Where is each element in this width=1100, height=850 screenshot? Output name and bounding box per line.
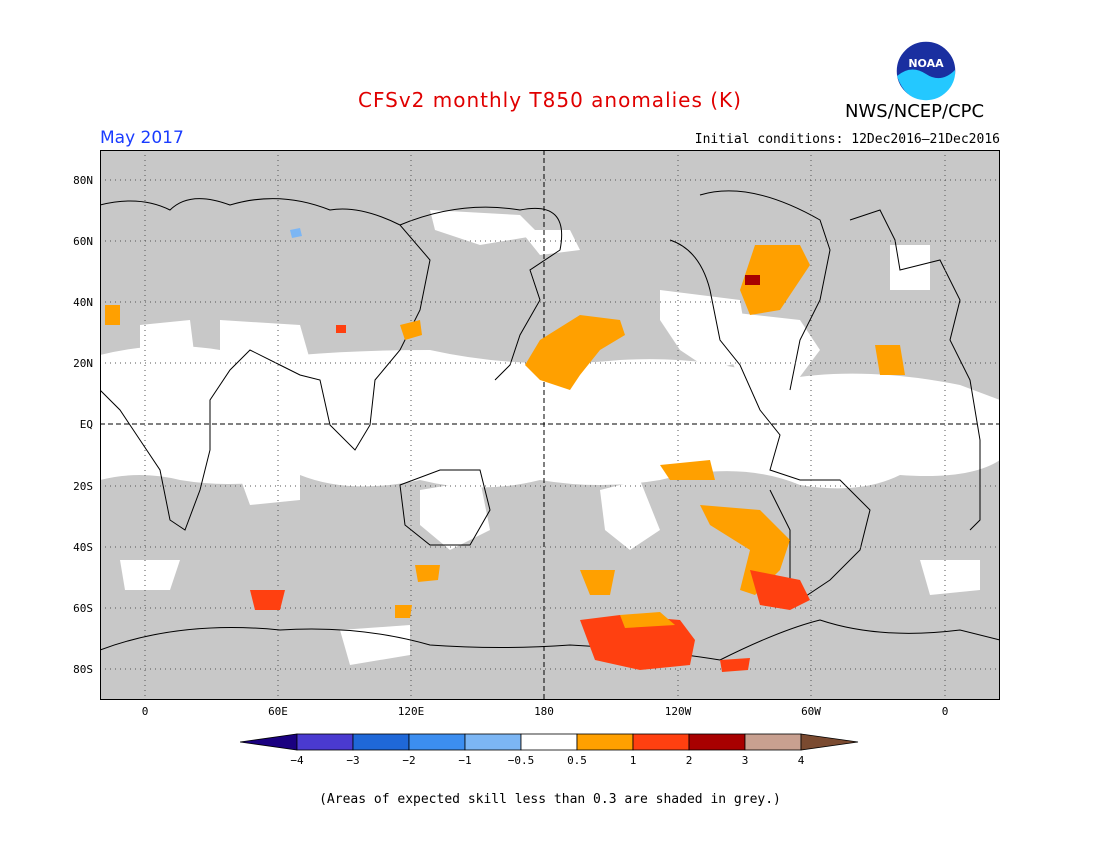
lon-label: 0 xyxy=(141,705,149,718)
colorbar-label: 3 xyxy=(741,754,749,767)
colorbar-bin xyxy=(576,733,634,751)
equator-dateline xyxy=(100,150,1000,700)
coastlines xyxy=(100,190,1000,661)
white-regions xyxy=(100,210,1000,665)
lon-label: 60W xyxy=(801,705,821,718)
skill-note: (Areas of expected skill less than 0.3 a… xyxy=(319,792,781,807)
lon-label: 180 xyxy=(534,705,554,718)
lat-label: 40S xyxy=(73,541,93,554)
anomaly-patches xyxy=(105,228,905,672)
colorbar-arrow-left xyxy=(240,733,298,751)
colorbar-bin xyxy=(632,733,690,751)
colorbar-label: 0.5 xyxy=(567,754,587,767)
lon-label: 0 xyxy=(941,705,949,718)
lat-label: 20N xyxy=(73,357,93,370)
lon-label: 60E xyxy=(268,705,288,718)
colorbar xyxy=(240,733,859,751)
colorbar-label: −4 xyxy=(290,754,304,767)
anomaly-map xyxy=(100,150,1000,700)
colorbar-label: −1 xyxy=(458,754,472,767)
colorbar-bin xyxy=(408,733,466,751)
lon-label: 120E xyxy=(397,705,425,718)
lat-label: 60S xyxy=(73,602,93,615)
lat-label: 40N xyxy=(73,296,93,309)
colorbar-label: −3 xyxy=(346,754,360,767)
colorbar-bin xyxy=(688,733,746,751)
colorbar-label: −2 xyxy=(402,754,416,767)
lat-label: 80N xyxy=(73,174,93,187)
agency-label: NWS/NCEP/CPC xyxy=(845,101,985,122)
colorbar-bin xyxy=(296,733,354,751)
colorbar-bin xyxy=(464,733,522,751)
initial-conditions: Initial conditions: 12Dec2016–21Dec2016 xyxy=(694,132,1000,147)
colorbar-label: 4 xyxy=(797,754,805,767)
map-title: CFSv2 monthly T850 anomalies (K) xyxy=(358,88,742,112)
colorbar-bin xyxy=(520,733,578,751)
logo-text: NOAA xyxy=(908,57,944,70)
graticule xyxy=(100,150,1000,700)
lat-label: 60N xyxy=(73,235,93,248)
colorbar-arrow-right xyxy=(800,733,859,751)
colorbar-bin xyxy=(352,733,410,751)
colorbar-label: 1 xyxy=(629,754,637,767)
lon-label: 120W xyxy=(664,705,692,718)
lat-label: 80S xyxy=(73,663,93,676)
colorbar-bin xyxy=(744,733,802,751)
colorbar-label: 2 xyxy=(685,754,693,767)
noaa-logo: NOAA xyxy=(895,40,957,102)
valid-month: May 2017 xyxy=(100,128,184,148)
lat-label: EQ xyxy=(79,418,93,431)
colorbar-label: −0.5 xyxy=(507,754,535,767)
lat-label: 20S xyxy=(73,480,93,493)
